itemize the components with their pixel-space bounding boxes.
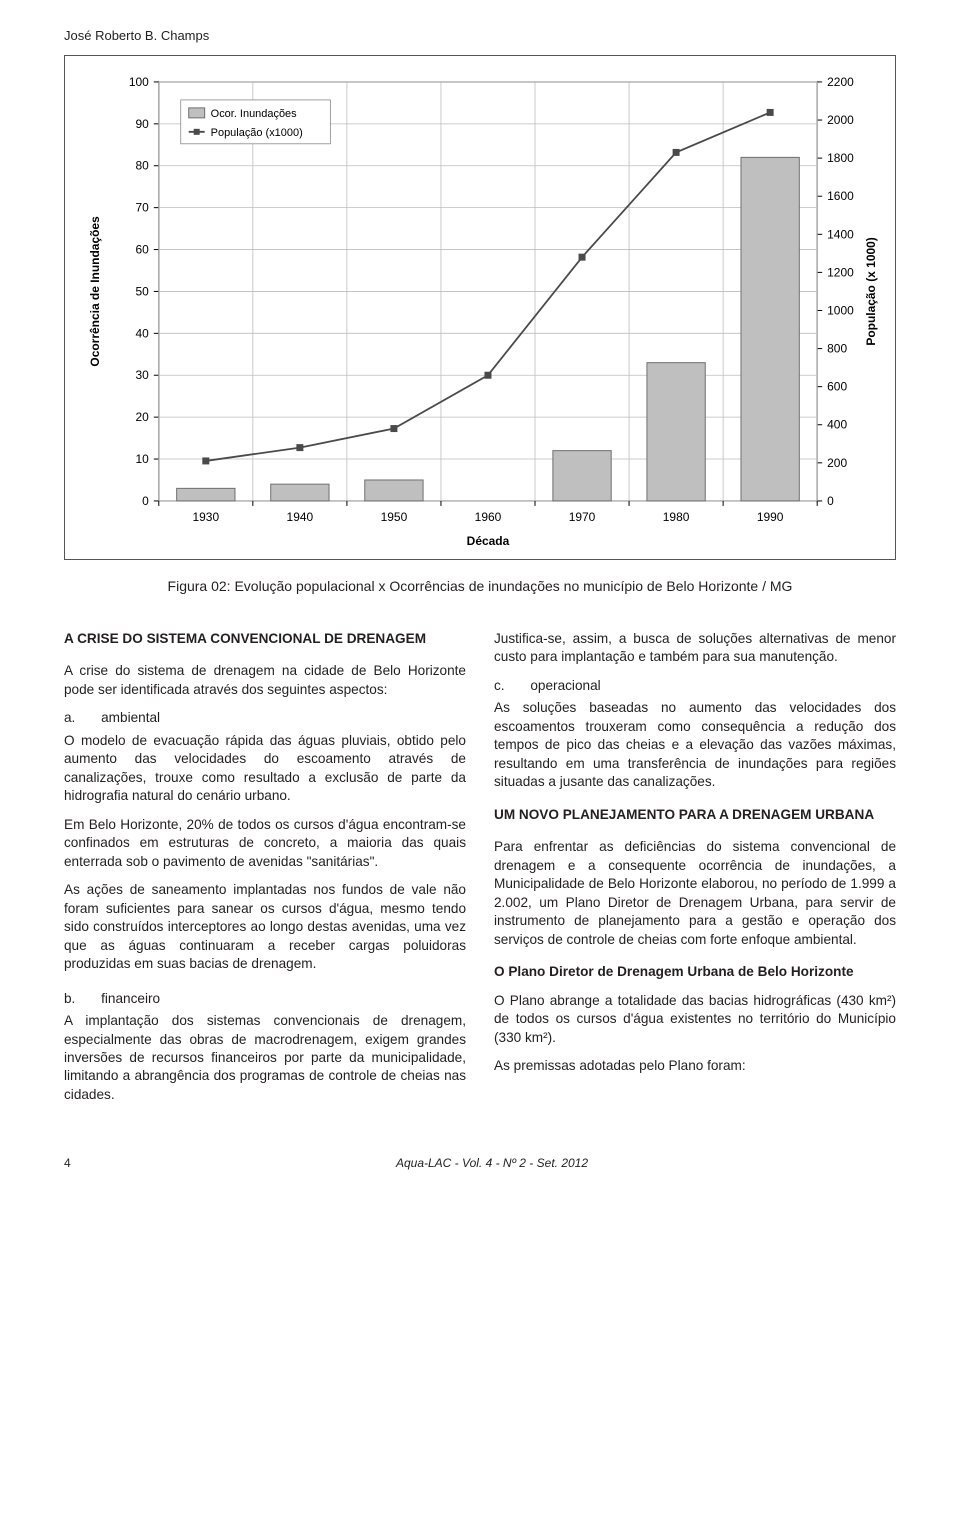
subitem-word: financeiro (101, 991, 160, 1006)
svg-text:1600: 1600 (827, 189, 854, 203)
paragraph: A implantação dos sistemas convencionais… (64, 1012, 466, 1104)
svg-text:40: 40 (135, 326, 149, 340)
svg-text:1800: 1800 (827, 151, 854, 165)
paragraph: As soluções baseadas no aumento das velo… (494, 699, 896, 791)
svg-text:1000: 1000 (827, 303, 854, 317)
svg-text:600: 600 (827, 380, 847, 394)
subitem-b: b. financeiro (64, 990, 466, 1008)
svg-text:400: 400 (827, 418, 847, 432)
svg-text:1930: 1930 (192, 510, 219, 524)
svg-text:90: 90 (135, 117, 149, 131)
svg-text:1940: 1940 (287, 510, 314, 524)
chart-frame: 0102030405060708090100020040060080010001… (64, 55, 896, 560)
journal-ref: Aqua-LAC - Vol. 4 - Nº 2 - Set. 2012 (88, 1156, 896, 1170)
subitem-letter: c. (494, 678, 505, 693)
svg-text:0: 0 (827, 494, 834, 508)
subitem-a: a. ambiental (64, 709, 466, 727)
svg-text:80: 80 (135, 159, 149, 173)
page: José Roberto B. Champs 01020304050607080… (0, 0, 960, 1210)
svg-text:1990: 1990 (757, 510, 784, 524)
figure-caption: Figura 02: Evolução populacional x Ocorr… (64, 578, 896, 594)
svg-text:60: 60 (135, 243, 149, 257)
svg-text:50: 50 (135, 284, 149, 298)
subitem-word: operacional (530, 678, 600, 693)
svg-text:200: 200 (827, 456, 847, 470)
subitem-word: ambiental (101, 710, 160, 725)
svg-text:0: 0 (142, 494, 149, 508)
paragraph: A crise do sistema de drenagem na cidade… (64, 662, 466, 699)
subsection-heading: O Plano Diretor de Drenagem Urbana de Be… (494, 963, 896, 981)
paragraph: O Plano abrange a totalidade das bacias … (494, 992, 896, 1047)
svg-text:20: 20 (135, 410, 149, 424)
svg-text:1400: 1400 (827, 227, 854, 241)
chart-svg: 0102030405060708090100020040060080010001… (71, 62, 889, 553)
subitem-c: c. operacional (494, 677, 896, 695)
svg-text:10: 10 (135, 452, 149, 466)
subitem-letter: b. (64, 991, 75, 1006)
section-heading: UM NOVO PLANEJAMENTO PARA A DRENAGEM URB… (494, 806, 896, 824)
paragraph: O modelo de evacuação rápida das águas p… (64, 732, 466, 806)
text-columns: A CRISE DO SISTEMA CONVENCIONAL DE DRENA… (64, 630, 896, 1115)
paragraph: Para enfrentar as deficiências do sistem… (494, 838, 896, 949)
svg-text:70: 70 (135, 201, 149, 215)
paragraph: Em Belo Horizonte, 20% de todos os curso… (64, 816, 466, 871)
svg-text:1960: 1960 (475, 510, 502, 524)
author-name: José Roberto B. Champs (64, 28, 896, 43)
page-footer: 4 Aqua-LAC - Vol. 4 - Nº 2 - Set. 2012 (64, 1156, 896, 1170)
svg-text:Década: Década (467, 534, 510, 548)
svg-text:Ocor. Inundações: Ocor. Inundações (211, 108, 297, 120)
svg-text:1950: 1950 (381, 510, 408, 524)
subitem-letter: a. (64, 710, 75, 725)
svg-text:100: 100 (129, 75, 149, 89)
svg-text:2200: 2200 (827, 75, 854, 89)
page-number: 4 (64, 1156, 88, 1170)
svg-text:2000: 2000 (827, 113, 854, 127)
svg-text:População (x1000): População (x1000) (211, 127, 303, 139)
paragraph: As ações de saneamento implantadas nos f… (64, 881, 466, 973)
left-column: A CRISE DO SISTEMA CONVENCIONAL DE DRENA… (64, 630, 466, 1115)
svg-text:30: 30 (135, 368, 149, 382)
svg-text:População (x 1000): População (x 1000) (864, 237, 878, 345)
svg-text:1200: 1200 (827, 265, 854, 279)
right-column: Justifica-se, assim, a busca de soluções… (494, 630, 896, 1115)
svg-text:800: 800 (827, 342, 847, 356)
svg-text:Ocorrência de Inundações: Ocorrência de Inundações (88, 216, 102, 367)
paragraph: As premissas adotadas pelo Plano foram: (494, 1057, 896, 1075)
svg-text:1980: 1980 (663, 510, 690, 524)
section-heading: A CRISE DO SISTEMA CONVENCIONAL DE DRENA… (64, 630, 466, 648)
svg-text:1970: 1970 (569, 510, 596, 524)
paragraph: Justifica-se, assim, a busca de soluções… (494, 630, 896, 667)
